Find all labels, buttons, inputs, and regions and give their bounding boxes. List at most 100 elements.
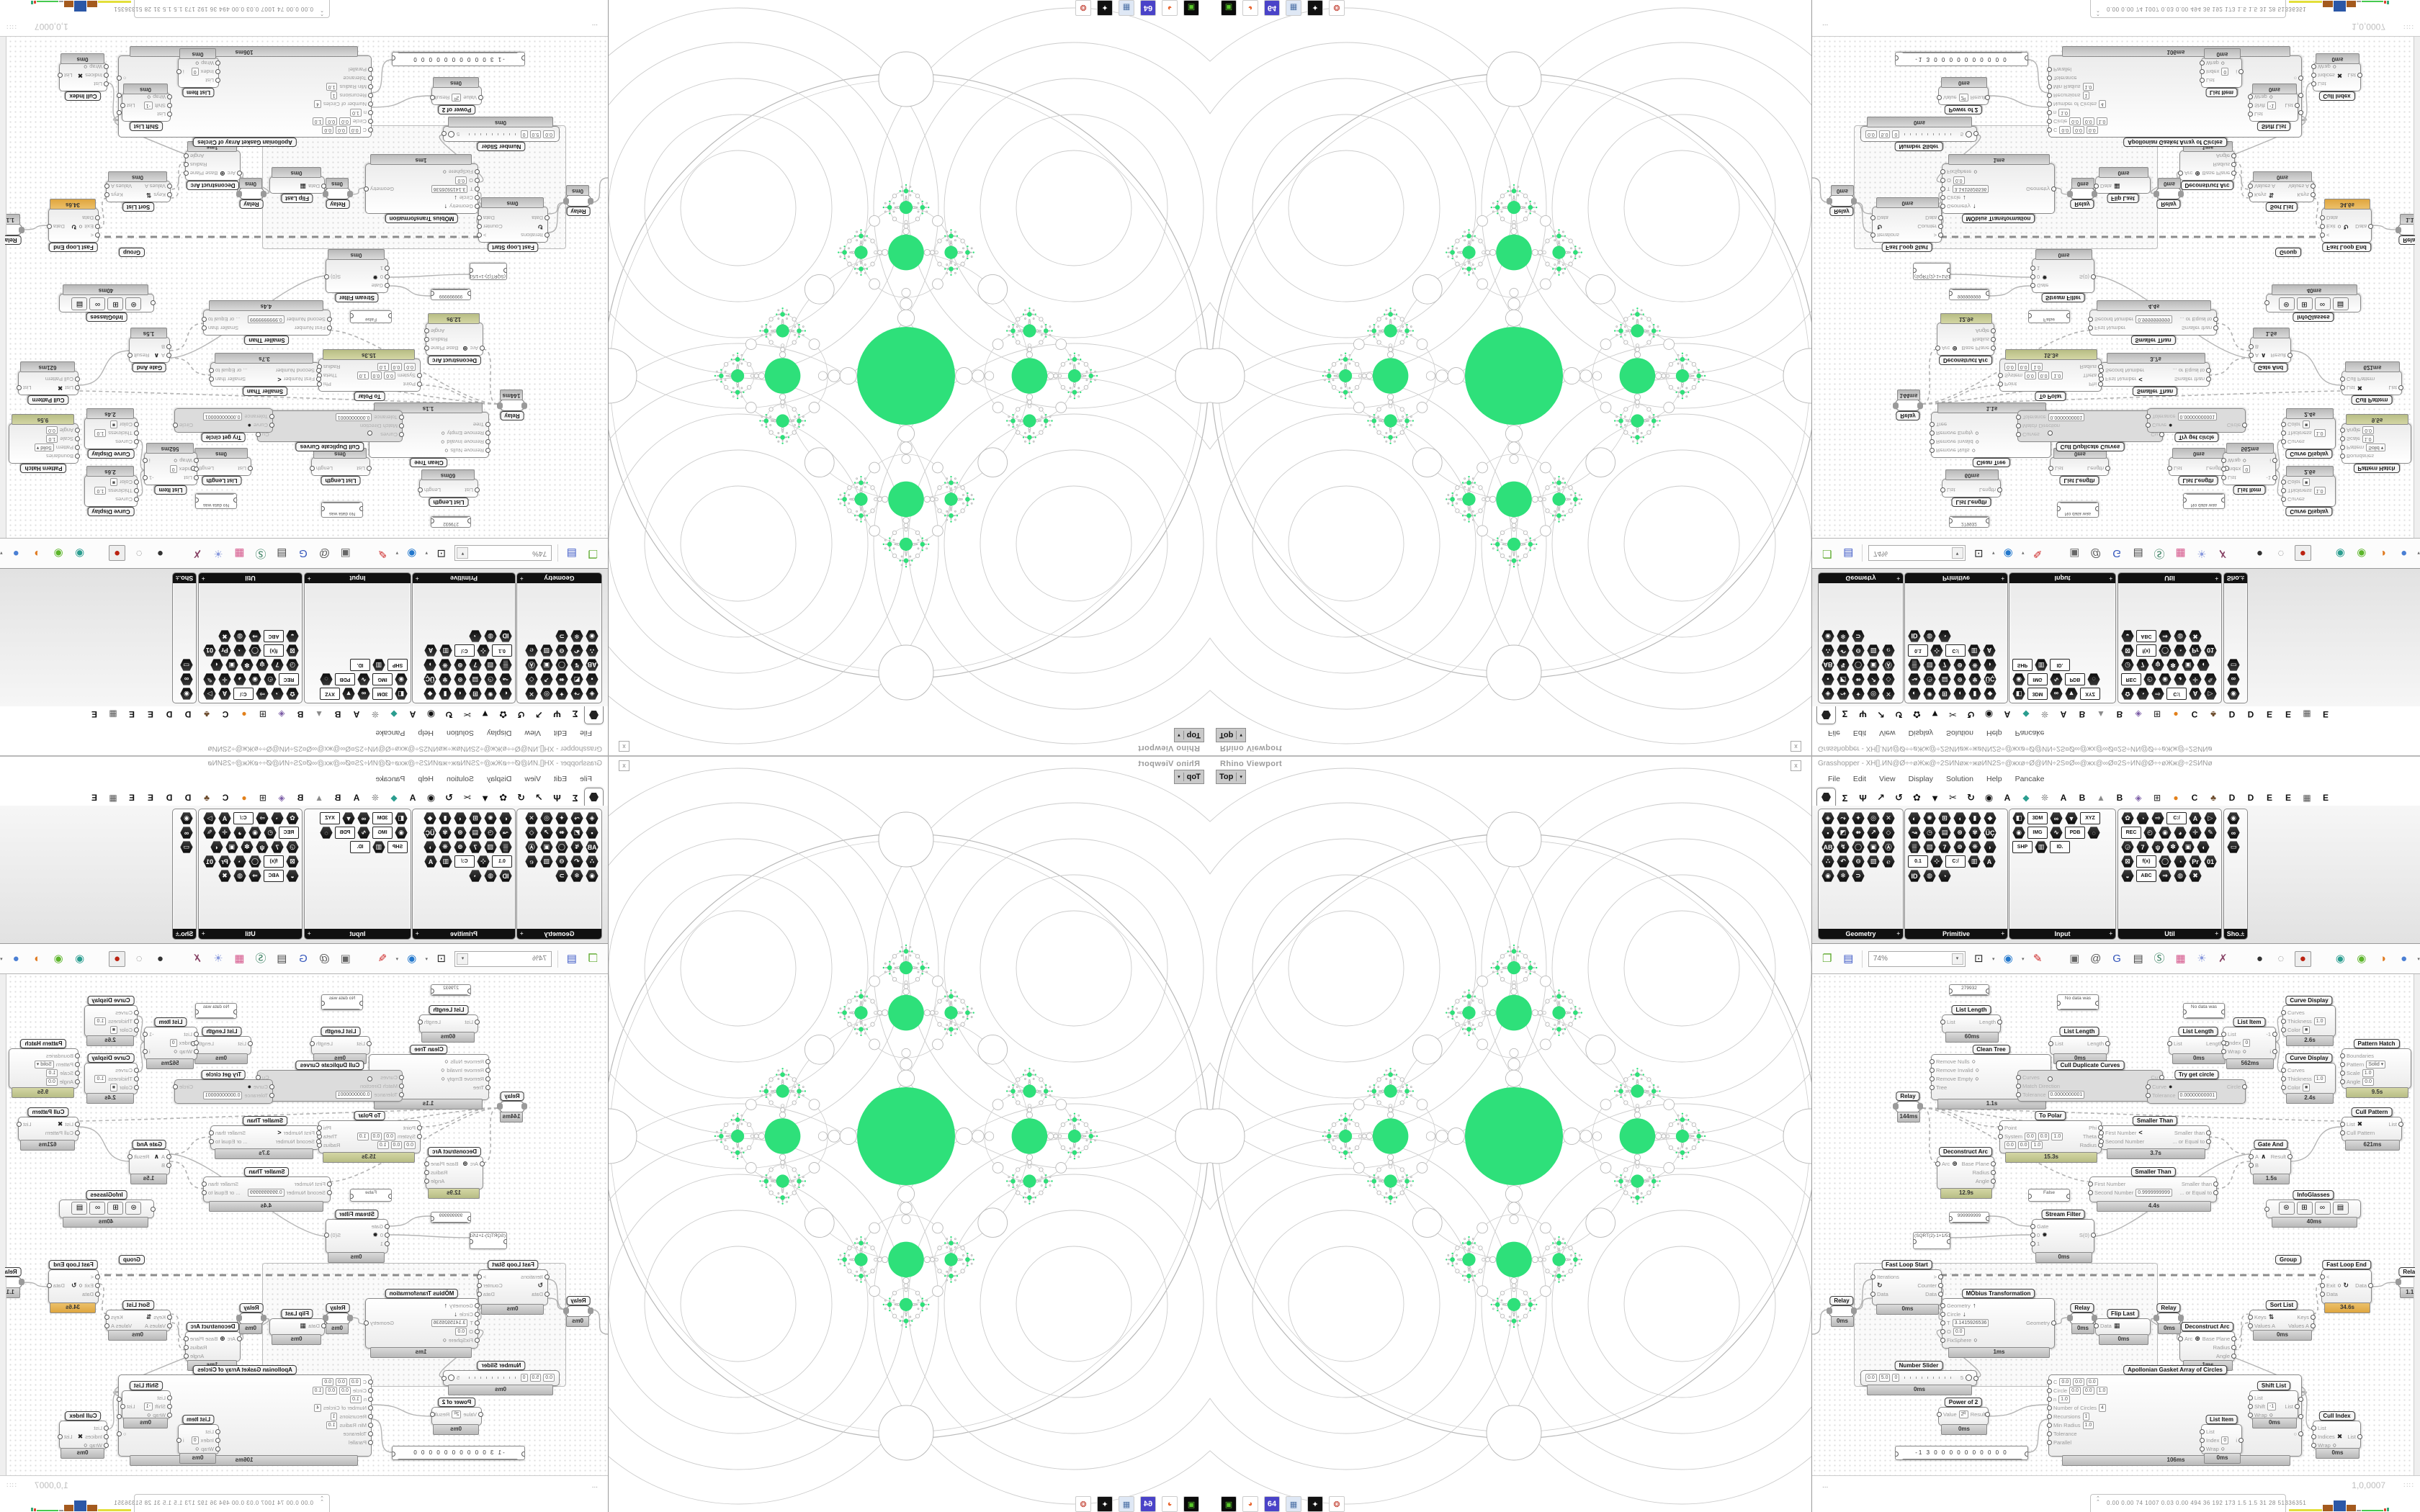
save-file-button[interactable]: ▤ (1843, 547, 1854, 560)
output-port[interactable] (184, 1345, 189, 1350)
value-chip[interactable]: Solid ▾ (34, 1060, 54, 1068)
input-port[interactable] (368, 1440, 373, 1445)
palette-icon[interactable]: ÜÇ (1984, 827, 1996, 839)
palette-icon[interactable]: ✾ (1968, 827, 1981, 839)
sketch-tool-button[interactable]: ✎ (2033, 952, 2043, 965)
plugin-tab-16[interactable]: ▦ (109, 793, 117, 803)
palette-icon[interactable]: Ⓐ (525, 841, 538, 853)
value-chip[interactable]: 0.0 (2017, 1140, 2030, 1149)
input-port[interactable] (2221, 1040, 2226, 1045)
input-port[interactable] (2146, 1084, 2151, 1089)
output-port[interactable] (477, 1283, 482, 1288)
palette-icon[interactable]: C:/ (233, 812, 254, 824)
input-port[interactable] (134, 1068, 139, 1073)
value-chip[interactable]: 0.0 (2082, 1386, 2094, 1395)
input-port[interactable] (1935, 1161, 1940, 1166)
palette-icon[interactable]: ◔ (2136, 812, 2149, 824)
menu-edit[interactable]: Edit (1852, 729, 1867, 737)
palette-group-label[interactable]: Primitive + (1905, 573, 2007, 583)
plugin-tab-13[interactable]: D (166, 793, 173, 803)
palette-icon[interactable]: ▥ (1968, 855, 1981, 868)
palette-icon[interactable]: IMG (372, 827, 393, 839)
input-port[interactable] (2248, 103, 2253, 108)
tab-transform[interactable]: ↻ (445, 792, 453, 803)
palette-icon[interactable]: ◔ (1938, 870, 1951, 882)
value-chip[interactable]: 0.0 (455, 1327, 467, 1336)
preview-wireframe-button[interactable]: ◌ (2277, 547, 2285, 560)
palette-icon[interactable]: SHP (2012, 659, 2033, 671)
shift-list[interactable]: Shift List List Shift -1 List Wrap ○ 0ms (2248, 84, 2300, 131)
output-port[interactable] (1985, 1412, 1990, 1417)
output-port[interactable] (2095, 506, 2099, 511)
curve-display-1[interactable]: Curve Display Curves Thickness 1.0 Color ■ 2.6… (84, 996, 139, 1046)
palette-icon[interactable]: ◌ (320, 827, 333, 839)
mobius-transformation[interactable]: MÖbius Transformation Geometry ↑ Circle ↓ T 3.… (1940, 154, 2056, 223)
palette-icon[interactable]: ◐ (1908, 812, 1921, 824)
output-port[interactable] (2066, 1194, 2069, 1199)
palette-icon[interactable]: ▧ (1923, 841, 1936, 853)
palette-icon[interactable]: ▥ (1968, 644, 1981, 657)
deconstruct-arc-2[interactable]: Deconstruct Arc Arc ⊕ Base Plane Radius Angle… (184, 1322, 242, 1371)
number-slider[interactable]: Number Slider 0.0 5.0 0 5 0ms (1860, 117, 1978, 151)
palette-group-label[interactable]: Util + (2118, 929, 2221, 939)
value-chip[interactable]: 1.0 (2058, 1395, 2070, 1403)
tab-intersect[interactable]: ✂ (1949, 792, 1957, 803)
gha-installer-button[interactable]: G (2112, 952, 2121, 965)
input-port[interactable] (2146, 423, 2151, 428)
output-port[interactable] (2025, 1452, 2027, 1457)
pin-teal-button[interactable]: ◉ (2335, 547, 2345, 560)
palette-group-label[interactable]: Sho... + (2224, 573, 2247, 583)
input-port[interactable] (1930, 1076, 1935, 1081)
output-port[interactable] (431, 1216, 434, 1221)
input-port[interactable] (2221, 1032, 2226, 1037)
slider-value-chip[interactable]: 5.0 (1878, 130, 1891, 139)
plugin-tab-10[interactable]: C (2191, 709, 2198, 719)
value-chip[interactable]: 0.0 (2025, 1132, 2036, 1140)
input-port[interactable] (1940, 1320, 1945, 1326)
panel-nodata-2[interactable]: PanelNo data was0ms (195, 1003, 237, 1019)
palette-icon[interactable]: A (424, 855, 437, 868)
palette-icon[interactable]: ◈ (586, 812, 599, 824)
input-port[interactable] (167, 1395, 172, 1400)
curve-display-2[interactable]: Curve Display Curves Thickness 1.0 Color ■ 2.4… (2281, 1053, 2336, 1104)
palette-icon[interactable]: 7 (469, 841, 482, 853)
palette-icon[interactable]: ✦ (1852, 688, 1865, 700)
input-port[interactable] (1940, 1020, 1945, 1025)
viewport-tab-top[interactable]: Top ▾ (1216, 728, 1246, 742)
zoom-extents-button[interactable]: ⊡ (436, 952, 447, 965)
input-port[interactable] (1940, 487, 1945, 492)
plugin-tab-15[interactable]: E (2285, 709, 2291, 719)
input-port[interactable] (134, 1027, 139, 1032)
output-port[interactable] (127, 1154, 133, 1159)
output-port[interactable] (477, 1292, 482, 1297)
open-file-button[interactable]: ❐ (1821, 547, 1832, 560)
palette-icon[interactable]: C:/ (1945, 644, 1966, 657)
input-port[interactable] (2248, 1315, 2253, 1320)
palette-icon[interactable]: ▣ (2182, 659, 2195, 671)
palette-group-label[interactable]: Util + (2118, 573, 2221, 583)
chevron-down-icon[interactable]: ▾ (1240, 775, 1242, 780)
palette-icon[interactable]: ◒ (2121, 630, 2134, 642)
ball-orange-button[interactable]: ◑ (2379, 952, 2386, 965)
palette-icon[interactable]: ⊖ (1852, 855, 1865, 868)
value-chip[interactable]: 3.1415926536 (1952, 1318, 1989, 1327)
output-port[interactable] (143, 1032, 148, 1037)
input-port[interactable] (2264, 1207, 2269, 1212)
plugin-tab-8[interactable]: ⊞ (2153, 709, 2161, 719)
palette-icon[interactable]: ◧ (395, 812, 408, 824)
expand-icon[interactable]: + (2215, 575, 2218, 582)
input-port[interactable] (75, 1062, 80, 1067)
input-port[interactable] (215, 1429, 220, 1434)
input-port[interactable] (95, 1283, 100, 1288)
value-chip[interactable]: 0.0000000001 (335, 1090, 372, 1099)
input-port[interactable] (1940, 186, 1945, 192)
expand-icon[interactable]: + (176, 930, 179, 937)
output-port[interactable] (2298, 93, 2303, 98)
output-port[interactable] (1991, 1179, 1996, 1184)
palette-icon[interactable]: PDB (2065, 673, 2085, 685)
output-port[interactable] (1938, 1292, 1943, 1297)
panel-279932[interactable]: Panel2799320ms (431, 984, 471, 996)
chevron-down-icon[interactable]: ▾ (2417, 956, 2420, 962)
ball-blue-button[interactable]: ● (2401, 952, 2408, 965)
palette-icon[interactable]: ✾ (1968, 673, 1981, 685)
